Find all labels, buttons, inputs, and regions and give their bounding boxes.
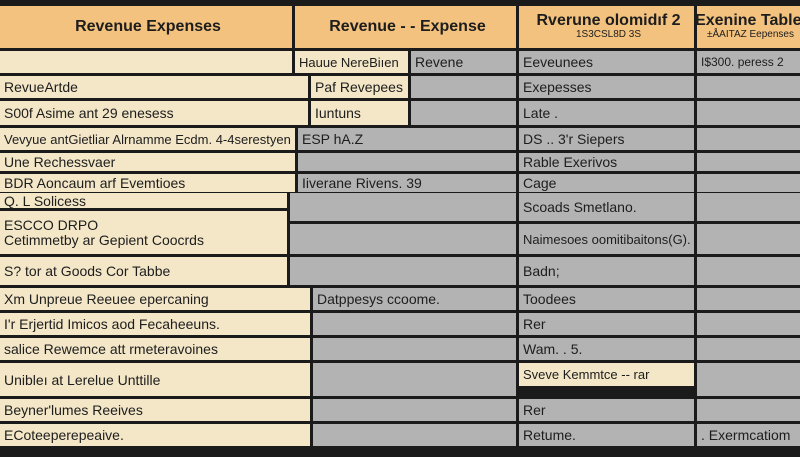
header-revenue-expenses: Revenue Expenses [0,6,292,48]
lower6-col1: ECoteeperepeaive. [0,424,310,446]
block-col3-1: Scoads Smetlano. [519,193,694,221]
lower5-col2 [313,399,516,421]
row3-col1: S00f Asime ant 29 enesess [0,101,308,125]
lower3-col1: salice Rewemce att rmeteravoines [0,338,310,360]
lower2-col2 [313,313,516,335]
header-revenue-column-title: Rverune olomidıf 2 [536,12,681,30]
row6-col4 [697,174,800,192]
block-col4-1 [697,193,800,221]
lower6-col2 [313,424,516,446]
row4-col2: ESP hA.Z [298,128,516,150]
row4-col1: Vevyue antGietliar Alrnamme Ecdm. 4-4ser… [0,128,295,150]
block-mid-2 [290,224,516,254]
row2-col2b [411,76,516,98]
header-revenue-expense: Revenue - - Expense [295,6,516,48]
row1-col3: Eeveunees [519,51,694,73]
row5-col2 [298,153,516,171]
row2-col4 [697,76,800,98]
block-escco: ESCCO DRPO Cetimmetby ar Gepient Coocrds [0,211,287,254]
lower5-col4 [697,399,800,421]
row3-col3: Late . [519,101,694,125]
row6-col1: BDR Aoncaum arf Evemtioes [0,174,295,192]
row1-mid-b: Revene [411,51,516,73]
block-col3-3: Badn; [519,257,694,285]
lower2-col1: I'r Erjertid Imicos aod Fecaheeuns. [0,313,310,335]
lower2-col3: Rer [519,313,694,335]
row2-col3: Exepesses [519,76,694,98]
header-revenue-column-sub: 1S3CSL8D 3S [575,29,642,41]
block-goods-table: S? tor at Goods Cor Tabbe [0,257,287,285]
block-col4-3 [697,257,800,285]
lower6-col3: Retume. [519,424,694,446]
row2-col2: Paf Revepees [311,76,408,98]
block-escco-line2: Cetimmetby ar Gepient Coocrds [4,231,204,248]
lower1-col3: Toodees [519,288,694,310]
header-revenue-column: Rverune olomidıf 2 1S3CSL8D 3S [519,6,694,48]
lower4-col3: Sveve Kemmtce -- rar [519,363,694,386]
header-expense-table-title: Exenine Tablel [697,12,800,30]
row1-col1 [0,51,292,73]
row3-col2b [411,101,516,125]
block-escco-line1: ESCCO DRPO [4,216,99,233]
row1-col4: I$300. peress 2 [697,51,800,73]
block-mid-3 [290,257,516,285]
lower4-col1: Unibleı at Lerelue Unttille [0,363,310,396]
block-col4-2 [697,224,800,254]
lower4-col2 [313,363,516,396]
lower1-col2: Datppesys ccoome. [313,288,516,310]
lower2-col4 [697,313,800,335]
row5-col4 [697,153,800,171]
lower1-col1: Xm Unpreue Reeuee epercaning [0,288,310,310]
row6-col2: Iiverane Rivens. 39 [298,174,516,192]
block-solicess: Q. L Solicess [0,193,287,208]
row6-col3: Cage [519,174,694,192]
block-mid-1 [290,193,516,221]
row4-col3: DS .. 3'r Siepers [519,128,694,150]
row2-col1: RevueArtde [0,76,308,98]
row4-col4 [697,128,800,150]
lower6-col4: . Exermcatiom [697,424,800,446]
row1-mid-a: Hauue NereBiıen [295,51,408,73]
lower5-col1: Beyner'lumes Reeives [0,399,310,421]
lower3-col4 [697,338,800,360]
lower3-col3: Wam. . 5. [519,338,694,360]
lower5-col3: Rer [519,399,694,421]
row3-col4 [697,101,800,125]
row5-col1: Une Rechessvaer [0,153,295,171]
block-col3-2: Naimesoes oomitibaitons(G). [519,224,694,254]
row3-col2: Iuntuns [311,101,408,125]
row5-col3: Rable Exerivos [519,153,694,171]
header-expense-table-sub: ±ÅAITAZ Eepenses [706,29,794,41]
lower3-col2 [313,338,516,360]
lower4-col4 [697,363,800,396]
header-expense-table: Exenine Tablel ±ÅAITAZ Eepenses [697,6,800,48]
lower1-col4 [697,288,800,310]
